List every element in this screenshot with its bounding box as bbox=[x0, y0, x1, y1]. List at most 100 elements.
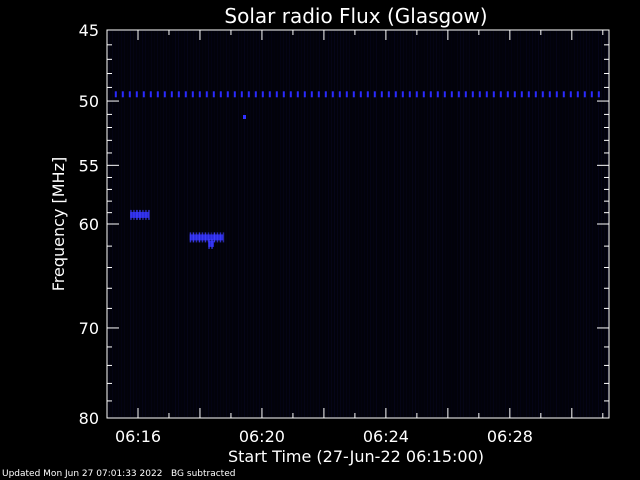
noise-stripe bbox=[268, 31, 269, 417]
noise-stripe bbox=[535, 31, 536, 417]
noise-stripe bbox=[562, 31, 563, 417]
emission-burst-detail bbox=[130, 209, 132, 220]
noise-stripe bbox=[193, 31, 194, 417]
noise-stripe bbox=[205, 31, 206, 417]
emission-band-mark bbox=[170, 91, 173, 98]
noise-stripe bbox=[319, 31, 320, 417]
noise-stripe bbox=[343, 31, 344, 417]
noise-stripe bbox=[334, 31, 335, 417]
noise-stripe bbox=[571, 31, 572, 417]
noise-stripe bbox=[223, 31, 224, 417]
noise-stripe bbox=[325, 31, 326, 417]
noise-stripe bbox=[427, 31, 428, 417]
emission-burst-detail bbox=[189, 232, 192, 243]
noise-stripe bbox=[163, 31, 164, 417]
emission-band-mark bbox=[121, 91, 124, 98]
noise-stripe bbox=[127, 31, 128, 417]
noise-stripe bbox=[265, 31, 266, 417]
noise-stripe bbox=[544, 31, 545, 417]
noise-stripe bbox=[121, 31, 122, 417]
noise-stripe bbox=[202, 31, 203, 417]
noise-stripe bbox=[154, 31, 155, 417]
noise-stripe bbox=[472, 31, 473, 417]
noise-stripe bbox=[589, 31, 590, 417]
emission-band-mark bbox=[366, 91, 369, 98]
y-tick-label: 80 bbox=[79, 409, 99, 428]
emission-band-mark bbox=[226, 91, 229, 98]
noise-stripe bbox=[211, 31, 212, 417]
noise-stripe bbox=[307, 31, 308, 417]
noise-stripe bbox=[247, 31, 248, 417]
emission-band-mark bbox=[254, 91, 257, 98]
noise-stripe bbox=[382, 31, 383, 417]
emission-band-mark bbox=[464, 91, 467, 98]
noise-stripe bbox=[502, 31, 503, 417]
emission-band-mark bbox=[205, 91, 208, 98]
noise-stripe bbox=[442, 31, 443, 417]
emission-band-mark bbox=[331, 91, 334, 98]
noise-stripe bbox=[370, 31, 371, 417]
emission-band-mark bbox=[212, 91, 215, 98]
noise-stripe bbox=[397, 31, 398, 417]
noise-stripe bbox=[556, 31, 557, 417]
emission-burst-detail bbox=[207, 232, 210, 243]
emission-band-mark bbox=[247, 91, 250, 98]
noise-stripe bbox=[586, 31, 587, 417]
noise-stripe bbox=[277, 31, 278, 417]
emission-band-mark bbox=[506, 91, 509, 98]
noise-stripe bbox=[475, 31, 476, 417]
emission-band-mark bbox=[520, 91, 523, 98]
emission-band-mark bbox=[513, 91, 516, 98]
emission-band-mark bbox=[541, 91, 544, 98]
noise-stripe bbox=[583, 31, 584, 417]
emission-band-mark bbox=[471, 91, 474, 98]
emission-burst-detail bbox=[201, 232, 204, 243]
noise-stripe bbox=[430, 31, 431, 417]
emission-band-mark bbox=[380, 91, 383, 98]
emission-band-mark bbox=[576, 91, 579, 98]
noise-stripe bbox=[547, 31, 548, 417]
noise-stripe bbox=[514, 31, 515, 417]
noise-stripe bbox=[379, 31, 380, 417]
emission-burst-detail bbox=[195, 232, 198, 243]
emission-band-mark bbox=[310, 91, 313, 98]
x-tick-label: 06:16 bbox=[115, 427, 161, 446]
emission-band-mark bbox=[240, 91, 243, 98]
emission-burst-detail bbox=[213, 232, 216, 243]
emission-band-mark bbox=[324, 91, 327, 98]
noise-stripe bbox=[460, 31, 461, 417]
noise-stripe bbox=[508, 31, 509, 417]
emission-band-mark bbox=[191, 91, 194, 98]
noise-stripe bbox=[220, 31, 221, 417]
emission-band-mark bbox=[387, 91, 390, 98]
noise-stripe bbox=[139, 31, 140, 417]
x-tick-label: 06:28 bbox=[487, 427, 533, 446]
bg-subtracted-note: BG subtracted bbox=[171, 469, 236, 479]
plot-area bbox=[106, 29, 610, 419]
emission-burst-detail bbox=[136, 209, 138, 220]
plot-background bbox=[107, 30, 609, 418]
noise-stripe bbox=[568, 31, 569, 417]
emission-band-mark bbox=[163, 91, 166, 98]
emission-band-mark bbox=[450, 91, 453, 98]
emission-band-mark bbox=[569, 91, 572, 98]
noise-stripe bbox=[238, 31, 239, 417]
emission-band-mark bbox=[114, 91, 117, 98]
emission-burst-detail bbox=[133, 209, 135, 220]
noise-stripe bbox=[490, 31, 491, 417]
noise-stripe bbox=[559, 31, 560, 417]
updated-timestamp: Updated Mon Jun 27 07:01:33 2022 bbox=[2, 469, 163, 479]
noise-stripe bbox=[133, 31, 134, 417]
noise-stripe bbox=[199, 31, 200, 417]
noise-stripe bbox=[349, 31, 350, 417]
y-tick-label: 70 bbox=[79, 319, 99, 338]
y-tick-label: 55 bbox=[79, 156, 99, 175]
noise-stripe bbox=[256, 31, 257, 417]
emission-band-mark bbox=[135, 91, 138, 98]
emission-band-mark bbox=[303, 91, 306, 98]
emission-band-mark bbox=[485, 91, 488, 98]
noise-stripe bbox=[496, 31, 497, 417]
noise-stripe bbox=[526, 31, 527, 417]
noise-stripe bbox=[160, 31, 161, 417]
x-tick-label: 06:20 bbox=[239, 427, 285, 446]
